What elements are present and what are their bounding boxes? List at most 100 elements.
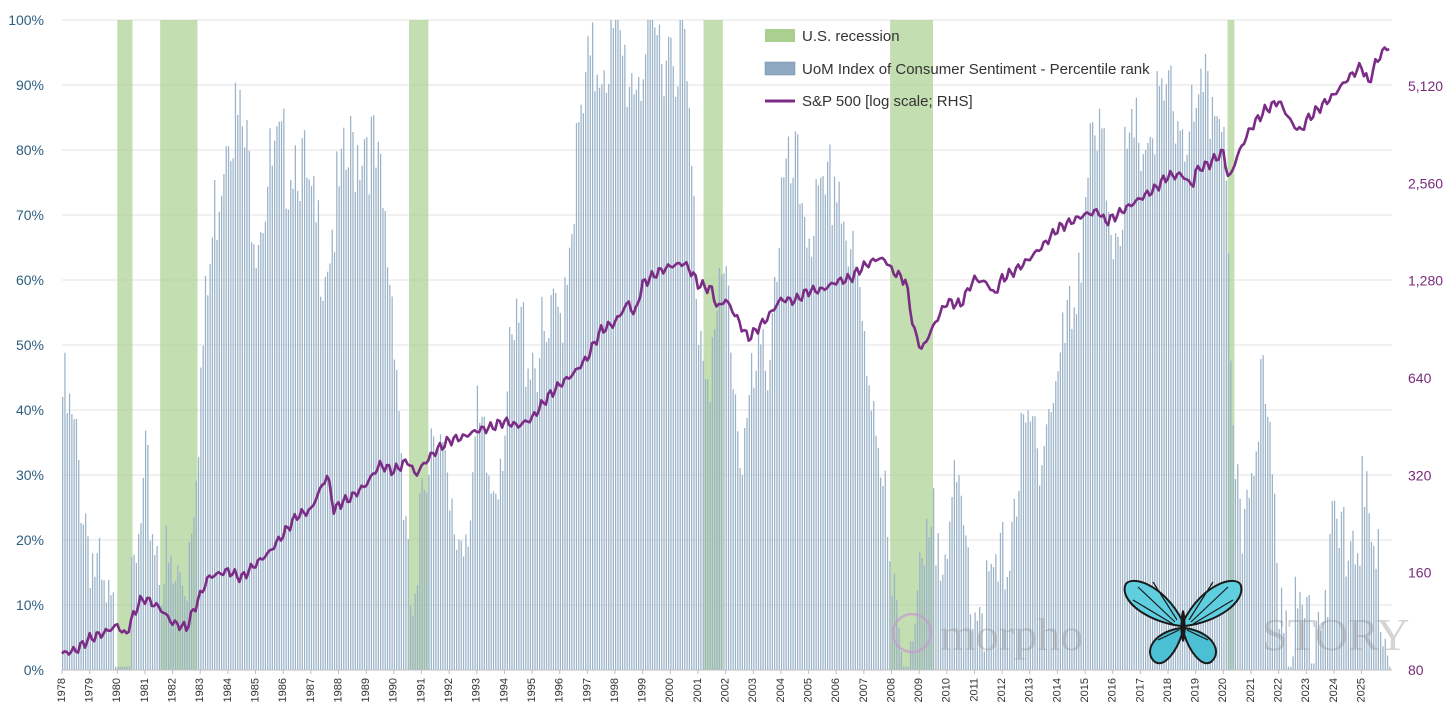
sentiment-bar	[409, 605, 412, 670]
sentiment-bar	[273, 140, 276, 671]
sentiment-bar	[1232, 425, 1234, 670]
sentiment-bar	[808, 238, 810, 670]
gridlines	[62, 19, 1392, 671]
x-tick-label: 1984	[222, 678, 234, 702]
sentiment-bar	[193, 517, 195, 670]
sentiment-bar	[859, 286, 861, 670]
sentiment-bar	[810, 256, 813, 670]
x-tick-label: 1979	[84, 678, 96, 702]
recession-band-4	[890, 20, 933, 670]
sentiment-bar	[1013, 498, 1015, 670]
sentiment-bar	[534, 368, 536, 670]
x-tick-label: 2009	[913, 678, 925, 702]
sentiment-bar	[1255, 451, 1257, 670]
sentiment-bar	[1133, 137, 1135, 671]
sentiment-bar	[280, 121, 283, 670]
sentiment-bar	[700, 330, 702, 670]
sentiment-bar	[359, 179, 361, 671]
watermark-logo-icon	[891, 612, 933, 654]
sentiment-bar	[518, 322, 520, 670]
sentiment-bar	[287, 209, 290, 670]
sentiment-bar	[850, 249, 852, 670]
x-tick-label: 1995	[526, 678, 538, 702]
sentiment-bar	[426, 492, 428, 670]
sentiment-bar	[612, 28, 614, 671]
sentiment-bar	[511, 334, 513, 670]
sentiment-bar	[787, 136, 790, 670]
sentiment-bar	[343, 127, 345, 671]
sentiment-bar	[854, 266, 856, 670]
sentiment-bar	[1204, 53, 1207, 671]
right-tick-label: 2,560	[1408, 175, 1443, 191]
sentiment-bar	[621, 55, 624, 670]
sentiment-bar	[1078, 252, 1080, 671]
sentiment-bar	[1225, 180, 1227, 670]
sentiment-bar	[628, 86, 631, 670]
x-tick-label: 1993	[471, 678, 483, 702]
sentiment-bar	[483, 416, 485, 670]
sentiment-bar	[1082, 212, 1085, 670]
sentiment-bar	[1020, 412, 1022, 670]
sentiment-bar	[237, 114, 239, 670]
sentiment-bar	[635, 89, 638, 670]
sentiment-bar	[827, 161, 829, 670]
sentiment-bar	[1209, 138, 1211, 670]
sentiment-bar	[419, 493, 421, 670]
sentiment-bar	[886, 537, 889, 670]
sentiment-bar	[329, 263, 331, 670]
sentiment-bar	[801, 203, 803, 670]
x-tick-label: 1991	[415, 678, 427, 702]
sentiment-bar	[1366, 471, 1368, 670]
sentiment-bar	[522, 302, 525, 670]
sentiment-bar	[1091, 122, 1094, 670]
sentiment-bar	[550, 295, 552, 670]
sentiment-bar	[1144, 149, 1147, 670]
sentiment-bar	[1052, 403, 1055, 670]
sentiment-bar	[1064, 342, 1066, 670]
sentiment-bar	[1317, 611, 1320, 670]
sentiment-bar	[1308, 594, 1310, 670]
sentiment-bar	[499, 458, 502, 670]
x-tick-label: 2014	[1051, 678, 1063, 702]
sentiment-bar	[525, 386, 527, 670]
sentiment-bar	[1253, 476, 1255, 670]
sentiment-bar	[1089, 123, 1091, 671]
sentiment-bar	[121, 666, 124, 670]
sentiment-bar	[191, 533, 193, 670]
sentiment-bar	[1227, 253, 1230, 671]
sentiment-bar	[1260, 359, 1262, 670]
sentiment-bar	[430, 428, 432, 670]
sentiment-bar	[799, 204, 801, 670]
sentiment-bar	[716, 310, 718, 670]
x-tick-label: 1999	[637, 678, 649, 702]
watermark-suffix-text: STORY	[1262, 609, 1409, 660]
sentiment-bar	[1345, 576, 1347, 670]
sentiment-bar	[292, 188, 294, 671]
legend-label-recession: U.S. recession	[802, 28, 900, 45]
sentiment-bar	[163, 583, 165, 670]
sentiment-bar	[172, 583, 174, 670]
sentiment-bar	[474, 436, 476, 670]
x-tick-label: 1992	[443, 678, 455, 702]
sentiment-bar	[903, 666, 905, 670]
sentiment-bar	[631, 73, 633, 670]
sentiment-bar	[340, 148, 343, 671]
sentiment-bar	[562, 342, 564, 670]
x-axis: 1978 1979 1980 1981 1982 1983 1984 1985 1986 1987…	[56, 669, 1392, 702]
sentiment-bar	[642, 79, 644, 670]
sentiment-bar	[361, 165, 363, 670]
sentiment-bar	[974, 612, 976, 670]
sentiment-bar	[603, 70, 605, 670]
sentiment-bar	[928, 537, 930, 670]
sentiment-bar	[797, 134, 799, 670]
sentiment-bar	[71, 414, 73, 670]
x-tick-label: 1990	[388, 678, 400, 702]
sentiment-bar	[1292, 656, 1294, 670]
sentiment-bar	[601, 84, 603, 670]
sentiment-bar	[578, 122, 580, 670]
sentiment-bar	[469, 520, 472, 670]
sentiment-bar	[1274, 493, 1276, 670]
sentiment-bar	[794, 131, 797, 671]
sentiment-bar	[352, 132, 354, 670]
sentiment-bar	[746, 417, 748, 670]
